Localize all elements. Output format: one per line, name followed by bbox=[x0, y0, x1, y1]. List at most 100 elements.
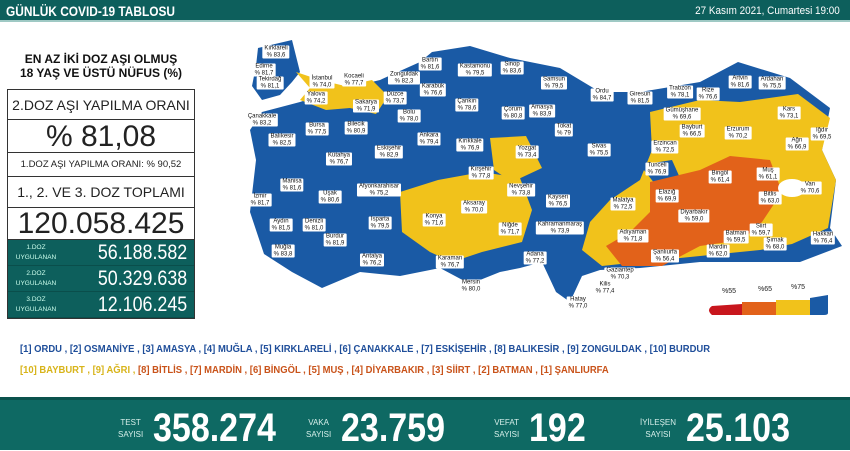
province-name: Muğla bbox=[274, 244, 292, 251]
province-rankings: [1] ORDU , [2] OSMANİYE , [3] AMASYA , [… bbox=[20, 343, 710, 385]
province-label: Nevşehir% 73,8 bbox=[507, 183, 535, 197]
province-value: % 62,0 bbox=[708, 251, 728, 257]
province-label: Aydın% 81,5 bbox=[269, 218, 293, 232]
stat-value: 192 bbox=[529, 406, 586, 450]
legend-threshold: %65 bbox=[758, 286, 773, 293]
province-label: Denizli% 81,0 bbox=[302, 218, 326, 232]
province-value: % 72,5 bbox=[655, 147, 675, 153]
province-value: % 80,8 bbox=[503, 113, 523, 119]
province-name: Siirt bbox=[755, 223, 767, 230]
province-name: Yozgat bbox=[517, 145, 537, 152]
vaccination-panel: EN AZ İKİ DOZ AŞI OLMUŞ 18 YAŞ VE ÜSTÜ N… bbox=[7, 52, 195, 319]
province-name: Artvin bbox=[732, 75, 748, 82]
province-name: Manisa bbox=[282, 178, 302, 185]
province-label: Mersin% 80,0 bbox=[459, 279, 483, 293]
province-name: Iğdır bbox=[815, 127, 828, 134]
province-value: % 81,7 bbox=[250, 200, 270, 206]
province-name: Kars bbox=[782, 106, 796, 113]
province-value: % 77,7 bbox=[344, 80, 364, 86]
province-name: Karaman bbox=[437, 255, 463, 262]
dose-label: UYGULANAN bbox=[15, 279, 57, 287]
province-label: Bursa% 77,5 bbox=[305, 122, 329, 136]
panel-heading-1: EN AZ İKİ DOZ AŞI OLMUŞ bbox=[24, 52, 178, 66]
province-label: Sinop% 83,6 bbox=[500, 61, 524, 75]
province-value: % 79 bbox=[557, 130, 571, 136]
province-label: İzmir% 81,7 bbox=[248, 193, 272, 207]
province-name: Ağrı bbox=[791, 137, 803, 144]
province-label: Muş% 61,1 bbox=[756, 167, 780, 181]
province-name: Zonguldak bbox=[389, 71, 419, 78]
province-name: Tokat bbox=[556, 123, 572, 130]
province-label: Amasya% 83,9 bbox=[529, 104, 555, 118]
province-name: Giresun bbox=[629, 91, 651, 98]
province-name: Trabzon bbox=[669, 85, 691, 92]
province-label: Çankırı% 78,6 bbox=[455, 98, 479, 112]
province-name: Kahramanmaraş bbox=[537, 221, 583, 228]
province-name: Afyonkarahisar bbox=[358, 183, 400, 190]
province-name: Van bbox=[804, 181, 816, 188]
province-name: Kayseri bbox=[547, 194, 569, 201]
dose-value: 12.106.245 bbox=[97, 292, 188, 316]
province-label: Tunceli% 76,9 bbox=[645, 162, 669, 176]
province-value: % 69,5 bbox=[812, 134, 832, 140]
province-value: % 75,2 bbox=[369, 190, 389, 196]
province-label: Elazığ% 69,9 bbox=[655, 189, 679, 203]
stat-cases: VAKA SAYISI 23.759 bbox=[306, 406, 464, 451]
province-value: % 61,4 bbox=[710, 177, 730, 183]
province-label: Kars% 73,1 bbox=[777, 106, 801, 120]
province-value: % 83,6 bbox=[266, 52, 286, 58]
province-name: Düzce bbox=[386, 91, 404, 98]
map-legend: %55 %65 %75 bbox=[706, 284, 830, 321]
bottom-list-yellow: [10] BAYBURT , [9] AĞRI , bbox=[20, 364, 138, 376]
province-value: % 70,0 bbox=[464, 207, 484, 213]
province-value: % 83,2 bbox=[252, 120, 272, 126]
province-name: Mersin bbox=[461, 279, 480, 286]
province-value: % 75,5 bbox=[589, 150, 609, 156]
province-value: % 61,1 bbox=[758, 174, 778, 180]
province-name: Çanakkale bbox=[247, 113, 277, 120]
province-value: % 76,7 bbox=[329, 159, 349, 165]
province-label: Afyonkarahisar% 75,2 bbox=[356, 183, 402, 197]
province-name: Uşak bbox=[323, 190, 337, 197]
dose-row: 2.DOZ UYGULANAN 50.329.638 bbox=[8, 266, 194, 292]
bottom-list-orange: [8] BİTLİS , [7] MARDİN , [6] BİNGÖL , [… bbox=[137, 364, 609, 376]
province-name: Gaziantep bbox=[606, 267, 634, 274]
dose-label: 1.DOZ bbox=[26, 243, 46, 251]
province-label: Karabük% 76,6 bbox=[419, 83, 447, 97]
province-label: Erzurum% 70,2 bbox=[724, 126, 752, 140]
province-name: Rize bbox=[701, 87, 714, 94]
province-label: Kastamonu% 79,5 bbox=[457, 63, 493, 77]
dose2-value: % 81,08 bbox=[8, 120, 194, 153]
province-value: % 66,9 bbox=[787, 144, 807, 150]
stat-label: VAKA bbox=[308, 417, 329, 427]
province-name: Mardin bbox=[708, 244, 728, 251]
province-value: % 76,5 bbox=[548, 201, 568, 207]
province-label: Artvin% 81,6 bbox=[728, 75, 752, 89]
province-label: Bartın% 81,6 bbox=[418, 57, 442, 71]
province-label: Niğde% 71,7 bbox=[498, 222, 522, 236]
province-name: Ardahan bbox=[760, 76, 784, 83]
vaccination-box: 2.DOZ AŞI YAPILMA ORANI % 81,08 1.DOZ AŞ… bbox=[7, 89, 195, 319]
province-name: Bursa bbox=[309, 122, 325, 129]
province-name: İstanbul bbox=[311, 75, 333, 82]
province-label: Çorum% 80,8 bbox=[501, 106, 525, 120]
province-value: % 81,0 bbox=[304, 225, 324, 231]
stat-value: 23.759 bbox=[341, 406, 446, 450]
header-bar: GÜNLÜK COVID-19 TABLOSU 27 Kasım 2021, C… bbox=[0, 0, 850, 22]
total-label: 1., 2. VE 3. DOZ TOPLAMI bbox=[8, 177, 194, 208]
daily-stats-bar: TEST SAYISI 358.274 VAKA SAYISI 23.759 VEFAT… bbox=[0, 397, 850, 450]
province-value: % 82,3 bbox=[394, 78, 414, 84]
province-label: Adıyaman% 71,8 bbox=[617, 229, 649, 243]
province-name: Yalova bbox=[307, 91, 325, 98]
province-name: Antalya bbox=[361, 253, 383, 260]
province-label: Van% 70,6 bbox=[798, 181, 822, 195]
province-name: Hakkari bbox=[812, 231, 834, 238]
province-name: Balıkesir bbox=[270, 133, 294, 140]
province-label: Bolu% 78,0 bbox=[397, 109, 421, 123]
province-label: Kahramanmaraş% 73,9 bbox=[535, 221, 585, 235]
province-value: % 71,8 bbox=[623, 236, 643, 242]
province-value: % 72,5 bbox=[613, 204, 633, 210]
province-value: % 71,7 bbox=[500, 229, 520, 235]
province-value: % 75,5 bbox=[762, 83, 782, 89]
province-value: % 63,0 bbox=[760, 198, 780, 204]
